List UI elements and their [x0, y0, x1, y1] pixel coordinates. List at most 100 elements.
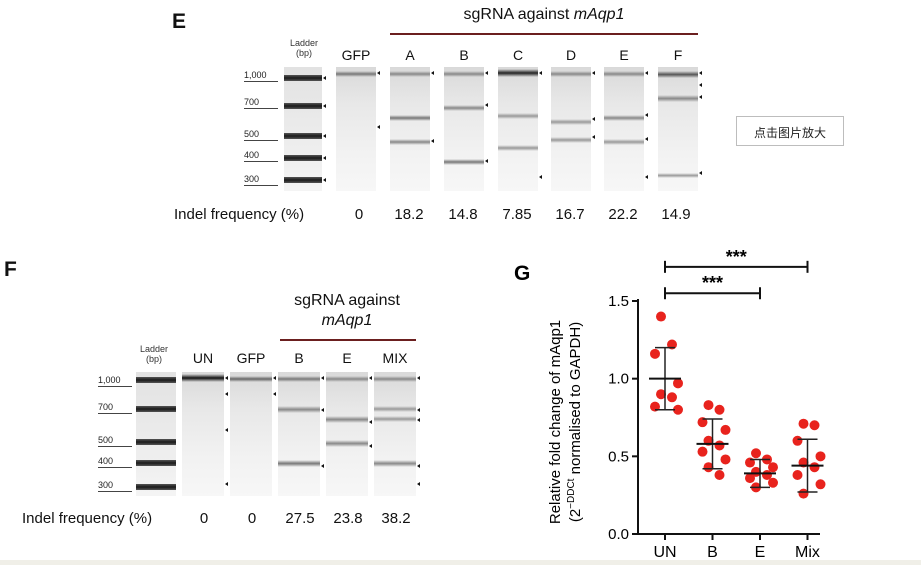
band-marker	[417, 464, 420, 468]
indel-value: 23.8	[333, 510, 363, 527]
ladder-band	[284, 103, 322, 109]
gel-band	[498, 113, 538, 119]
panel-e-label: E	[172, 10, 187, 33]
panel-f-label: F	[4, 258, 17, 281]
ladder-title: Ladder	[289, 38, 319, 48]
band-marker	[273, 376, 276, 380]
gel-band	[278, 406, 320, 413]
ladder-size-label: 300	[244, 175, 278, 186]
data-point	[815, 451, 826, 462]
panel-g-label: G	[514, 262, 530, 285]
band-marker	[321, 464, 324, 468]
indel-value: 7.85	[502, 206, 532, 223]
band-marker	[645, 113, 648, 117]
gel-band	[658, 95, 698, 102]
lane-label: F	[673, 47, 683, 63]
data-point	[809, 420, 820, 431]
gel-lane	[182, 372, 224, 496]
gel-band	[604, 139, 644, 145]
gel-lane	[444, 67, 484, 191]
band-marker	[369, 444, 372, 448]
gel-band	[374, 416, 416, 422]
x-tick-label: UN	[653, 544, 676, 560]
band-marker	[417, 418, 420, 422]
ladder-marker	[323, 156, 326, 160]
data-point	[667, 392, 677, 403]
band-marker	[539, 71, 542, 75]
band-marker	[417, 482, 420, 486]
ladder-band	[136, 406, 176, 412]
y-tick-label: 1.5	[608, 293, 629, 310]
indel-value: 16.7	[555, 206, 585, 223]
band-marker	[539, 175, 542, 179]
indel-value: 14.8	[448, 206, 478, 223]
gel-lane	[230, 372, 272, 496]
y-axis-label-pre: (2	[567, 509, 584, 522]
y-axis-label-sup: −DDCt	[566, 478, 577, 509]
band-marker	[377, 71, 380, 75]
band-marker	[699, 83, 702, 87]
x-tick-label: B	[707, 544, 718, 560]
data-point	[792, 469, 803, 480]
panel-e-header: sgRNA against mAqp1	[390, 6, 698, 24]
band-marker	[225, 428, 228, 432]
band-marker	[321, 376, 324, 380]
lane-label: B	[294, 350, 304, 366]
band-marker	[273, 392, 276, 396]
ladder-marker	[323, 76, 326, 80]
lane-label: D	[565, 47, 577, 63]
ladder-band	[284, 75, 322, 81]
ladder-size-label: 500	[244, 130, 278, 141]
data-point	[673, 404, 683, 415]
zoom-image-button[interactable]: 点击图片放大	[736, 116, 844, 146]
band-marker	[485, 159, 488, 163]
gel-band	[326, 440, 368, 447]
data-point	[798, 418, 809, 429]
indel-value: 0	[354, 206, 364, 223]
gel-band	[444, 105, 484, 111]
band-marker	[592, 117, 595, 121]
lane-label: GFP	[341, 47, 371, 63]
data-point	[697, 446, 708, 457]
gel-band	[326, 376, 368, 382]
indel-value: 38.2	[381, 510, 411, 527]
gel-band	[551, 119, 591, 125]
data-point	[768, 477, 778, 488]
gel-band	[498, 69, 538, 77]
gel-lane	[278, 372, 320, 496]
gel-band	[390, 115, 430, 121]
data-point	[792, 435, 803, 446]
gel-lane	[551, 67, 591, 191]
ladder-size-label: 300	[98, 481, 132, 492]
lane-label: MIX	[382, 350, 408, 366]
band-marker	[369, 420, 372, 424]
band-marker	[321, 408, 324, 412]
band-marker	[417, 376, 420, 380]
y-axis-label: Relative fold change of mAqp1	[547, 320, 564, 524]
data-point	[768, 462, 778, 473]
lane-label: E	[342, 350, 352, 366]
ladder-marker	[323, 104, 326, 108]
ladder-band	[136, 439, 176, 445]
band-marker	[645, 71, 648, 75]
panel-f-header-text: sgRNA against	[294, 292, 400, 309]
lane-label: GFP	[236, 350, 266, 366]
data-point	[751, 448, 761, 459]
band-marker	[485, 103, 488, 107]
gel-band	[551, 137, 591, 143]
gel-band	[374, 406, 416, 412]
gel-band	[326, 416, 368, 423]
ladder-band	[284, 155, 322, 161]
panel-e-header-bar	[390, 33, 698, 35]
band-marker	[592, 135, 595, 139]
ladder-size-label: 700	[244, 98, 278, 109]
indel-value: 22.2	[608, 206, 638, 223]
panel-e-indel-label: Indel frequency (%)	[174, 206, 305, 223]
data-point	[714, 440, 725, 451]
band-marker	[369, 376, 372, 380]
panel-f-header: sgRNA against mAqp1	[278, 291, 416, 331]
ladder-size-label: 400	[98, 457, 132, 468]
lane-label: UN	[192, 350, 214, 366]
ladder-title: Ladder	[139, 344, 169, 354]
gel-lane	[374, 372, 416, 496]
